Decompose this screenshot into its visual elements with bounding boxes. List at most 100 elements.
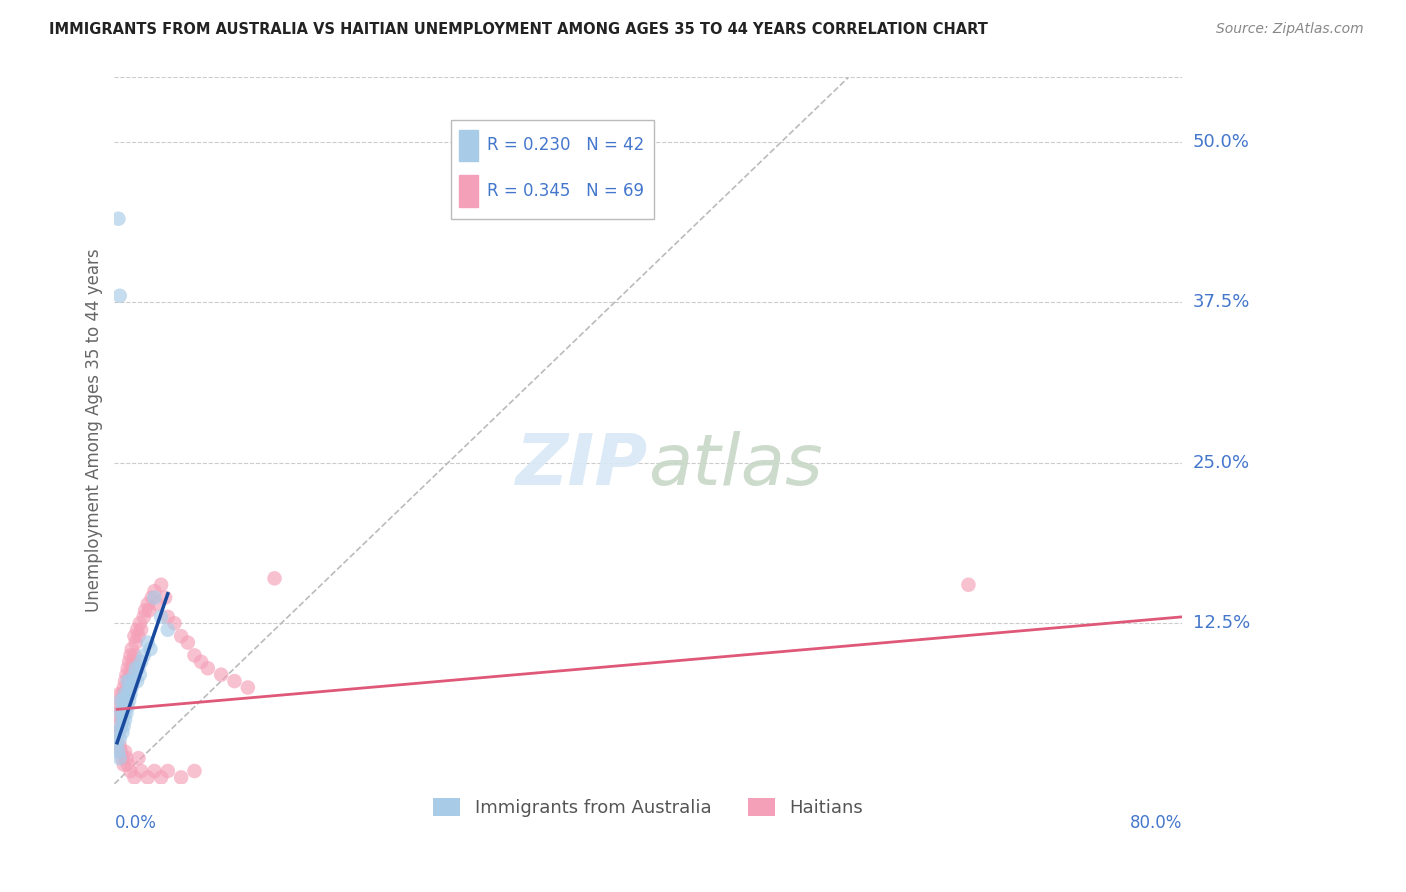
Point (110, 706, 132, 721)
Point (107, 719, 129, 733)
Point (112, 699, 135, 714)
Text: Source: ZipAtlas.com: Source: ZipAtlas.com (1216, 22, 1364, 37)
Point (143, 584, 166, 599)
Point (114, 699, 136, 714)
Point (110, 745, 132, 759)
Text: 37.5%: 37.5% (1194, 293, 1250, 311)
Point (183, 648, 205, 663)
Point (125, 635, 148, 649)
Point (138, 603, 160, 617)
Point (125, 661, 148, 675)
Point (124, 771, 146, 785)
Point (112, 693, 135, 707)
Point (107, 745, 129, 759)
Point (209, 667, 232, 681)
Point (118, 681, 141, 695)
Point (129, 764, 152, 778)
Point (118, 674, 141, 689)
Text: ZIP: ZIP (516, 432, 648, 500)
Point (132, 610, 155, 624)
Point (114, 693, 136, 707)
Point (146, 597, 169, 611)
Point (107, 725, 129, 739)
Point (118, 655, 141, 669)
Point (120, 667, 142, 681)
Point (263, 571, 285, 585)
Point (156, 623, 179, 637)
Point (127, 661, 149, 675)
Point (150, 610, 173, 624)
Point (120, 674, 142, 689)
Point (120, 648, 142, 663)
Point (156, 764, 179, 778)
Point (128, 616, 150, 631)
Point (111, 713, 134, 727)
Point (114, 745, 136, 759)
Point (110, 693, 132, 707)
Text: R = 0.345   N = 69: R = 0.345 N = 69 (486, 182, 644, 200)
Point (115, 706, 138, 721)
Point (108, 699, 131, 714)
Point (114, 674, 136, 689)
Text: 12.5%: 12.5% (1194, 615, 1250, 632)
Point (110, 719, 132, 733)
Point (163, 616, 186, 631)
Point (127, 629, 149, 643)
Point (107, 725, 129, 739)
Point (108, 751, 131, 765)
Point (129, 655, 152, 669)
Point (117, 674, 139, 689)
Point (111, 725, 134, 739)
Point (177, 635, 200, 649)
Point (115, 667, 138, 681)
Point (120, 764, 142, 778)
Point (108, 731, 131, 746)
Y-axis label: Unemployment Among Ages 35 to 44 years: Unemployment Among Ages 35 to 44 years (86, 249, 103, 613)
Point (117, 681, 139, 695)
Point (122, 674, 145, 689)
Point (111, 706, 134, 721)
Bar (460, 129, 478, 161)
Point (153, 591, 176, 605)
Point (115, 687, 138, 701)
Point (128, 667, 150, 681)
Point (183, 764, 205, 778)
Point (143, 591, 166, 605)
FancyBboxPatch shape (451, 120, 654, 219)
Point (105, 706, 128, 721)
Point (108, 739, 131, 753)
Point (112, 757, 135, 772)
Point (115, 751, 138, 765)
Point (170, 629, 193, 643)
Point (156, 610, 179, 624)
Point (957, 578, 980, 592)
Point (236, 681, 259, 695)
Point (111, 751, 134, 765)
Point (136, 771, 159, 785)
Point (118, 693, 141, 707)
Point (136, 635, 159, 649)
Text: IMMIGRANTS FROM AUSTRALIA VS HAITIAN UNEMPLOYMENT AMONG AGES 35 TO 44 YEARS CORR: IMMIGRANTS FROM AUSTRALIA VS HAITIAN UNE… (49, 22, 988, 37)
Point (136, 597, 159, 611)
Point (121, 681, 143, 695)
Point (117, 661, 139, 675)
Point (107, 211, 129, 226)
Point (111, 699, 134, 714)
Text: 50.0%: 50.0% (1194, 133, 1250, 151)
Point (224, 674, 246, 689)
Point (143, 764, 166, 778)
Point (127, 674, 149, 689)
Point (114, 687, 136, 701)
Point (117, 699, 139, 714)
Point (124, 648, 146, 663)
Point (197, 661, 219, 675)
Point (122, 655, 145, 669)
Text: 0.0%: 0.0% (114, 814, 156, 832)
Point (105, 739, 128, 753)
Point (120, 687, 142, 701)
Point (129, 623, 152, 637)
Bar (460, 175, 478, 207)
Point (139, 642, 162, 657)
Point (170, 771, 193, 785)
Text: R = 0.230   N = 42: R = 0.230 N = 42 (486, 136, 644, 154)
